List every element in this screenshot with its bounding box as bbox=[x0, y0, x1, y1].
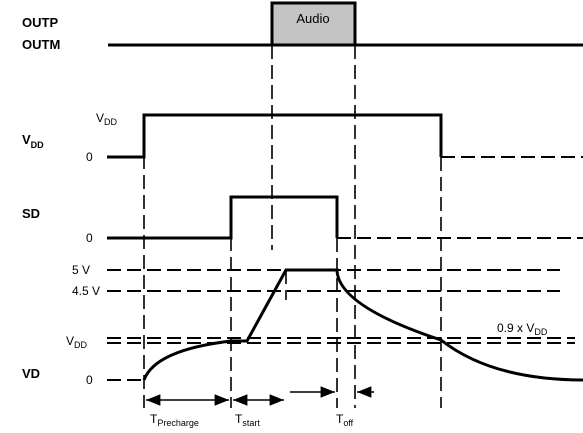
vd-zero-level: 0 bbox=[86, 373, 93, 387]
vd-signal-label: VD bbox=[22, 366, 40, 381]
four-five-v-level: 4.5 V bbox=[72, 284, 100, 298]
sd-zero-level: 0 bbox=[86, 231, 93, 245]
vd-ratio-level: 0.9 x VDD bbox=[497, 321, 548, 337]
vd-waveform bbox=[142, 268, 583, 382]
vdd-zero-level: 0 bbox=[86, 150, 93, 164]
vdd-signal-label: VDD bbox=[22, 132, 44, 150]
precharge-label: TPrecharge bbox=[150, 412, 199, 428]
vd-vdd-level: VDD bbox=[66, 334, 88, 350]
five-v-level: 5 V bbox=[72, 263, 90, 277]
outp-label: OUTP bbox=[22, 15, 58, 30]
off-label: Toff bbox=[336, 412, 354, 428]
sd-waveform bbox=[107, 195, 339, 240]
start-label: Tstart bbox=[235, 412, 260, 428]
audio-label: Audio bbox=[296, 11, 329, 26]
vdd-waveform bbox=[107, 113, 443, 159]
timing-guides bbox=[143, 45, 442, 408]
audio-box bbox=[270, 1, 357, 47]
outm-label: OUTM bbox=[22, 37, 60, 52]
vdd-high-level: VDD bbox=[96, 111, 118, 127]
sd-signal-label: SD bbox=[22, 206, 40, 221]
